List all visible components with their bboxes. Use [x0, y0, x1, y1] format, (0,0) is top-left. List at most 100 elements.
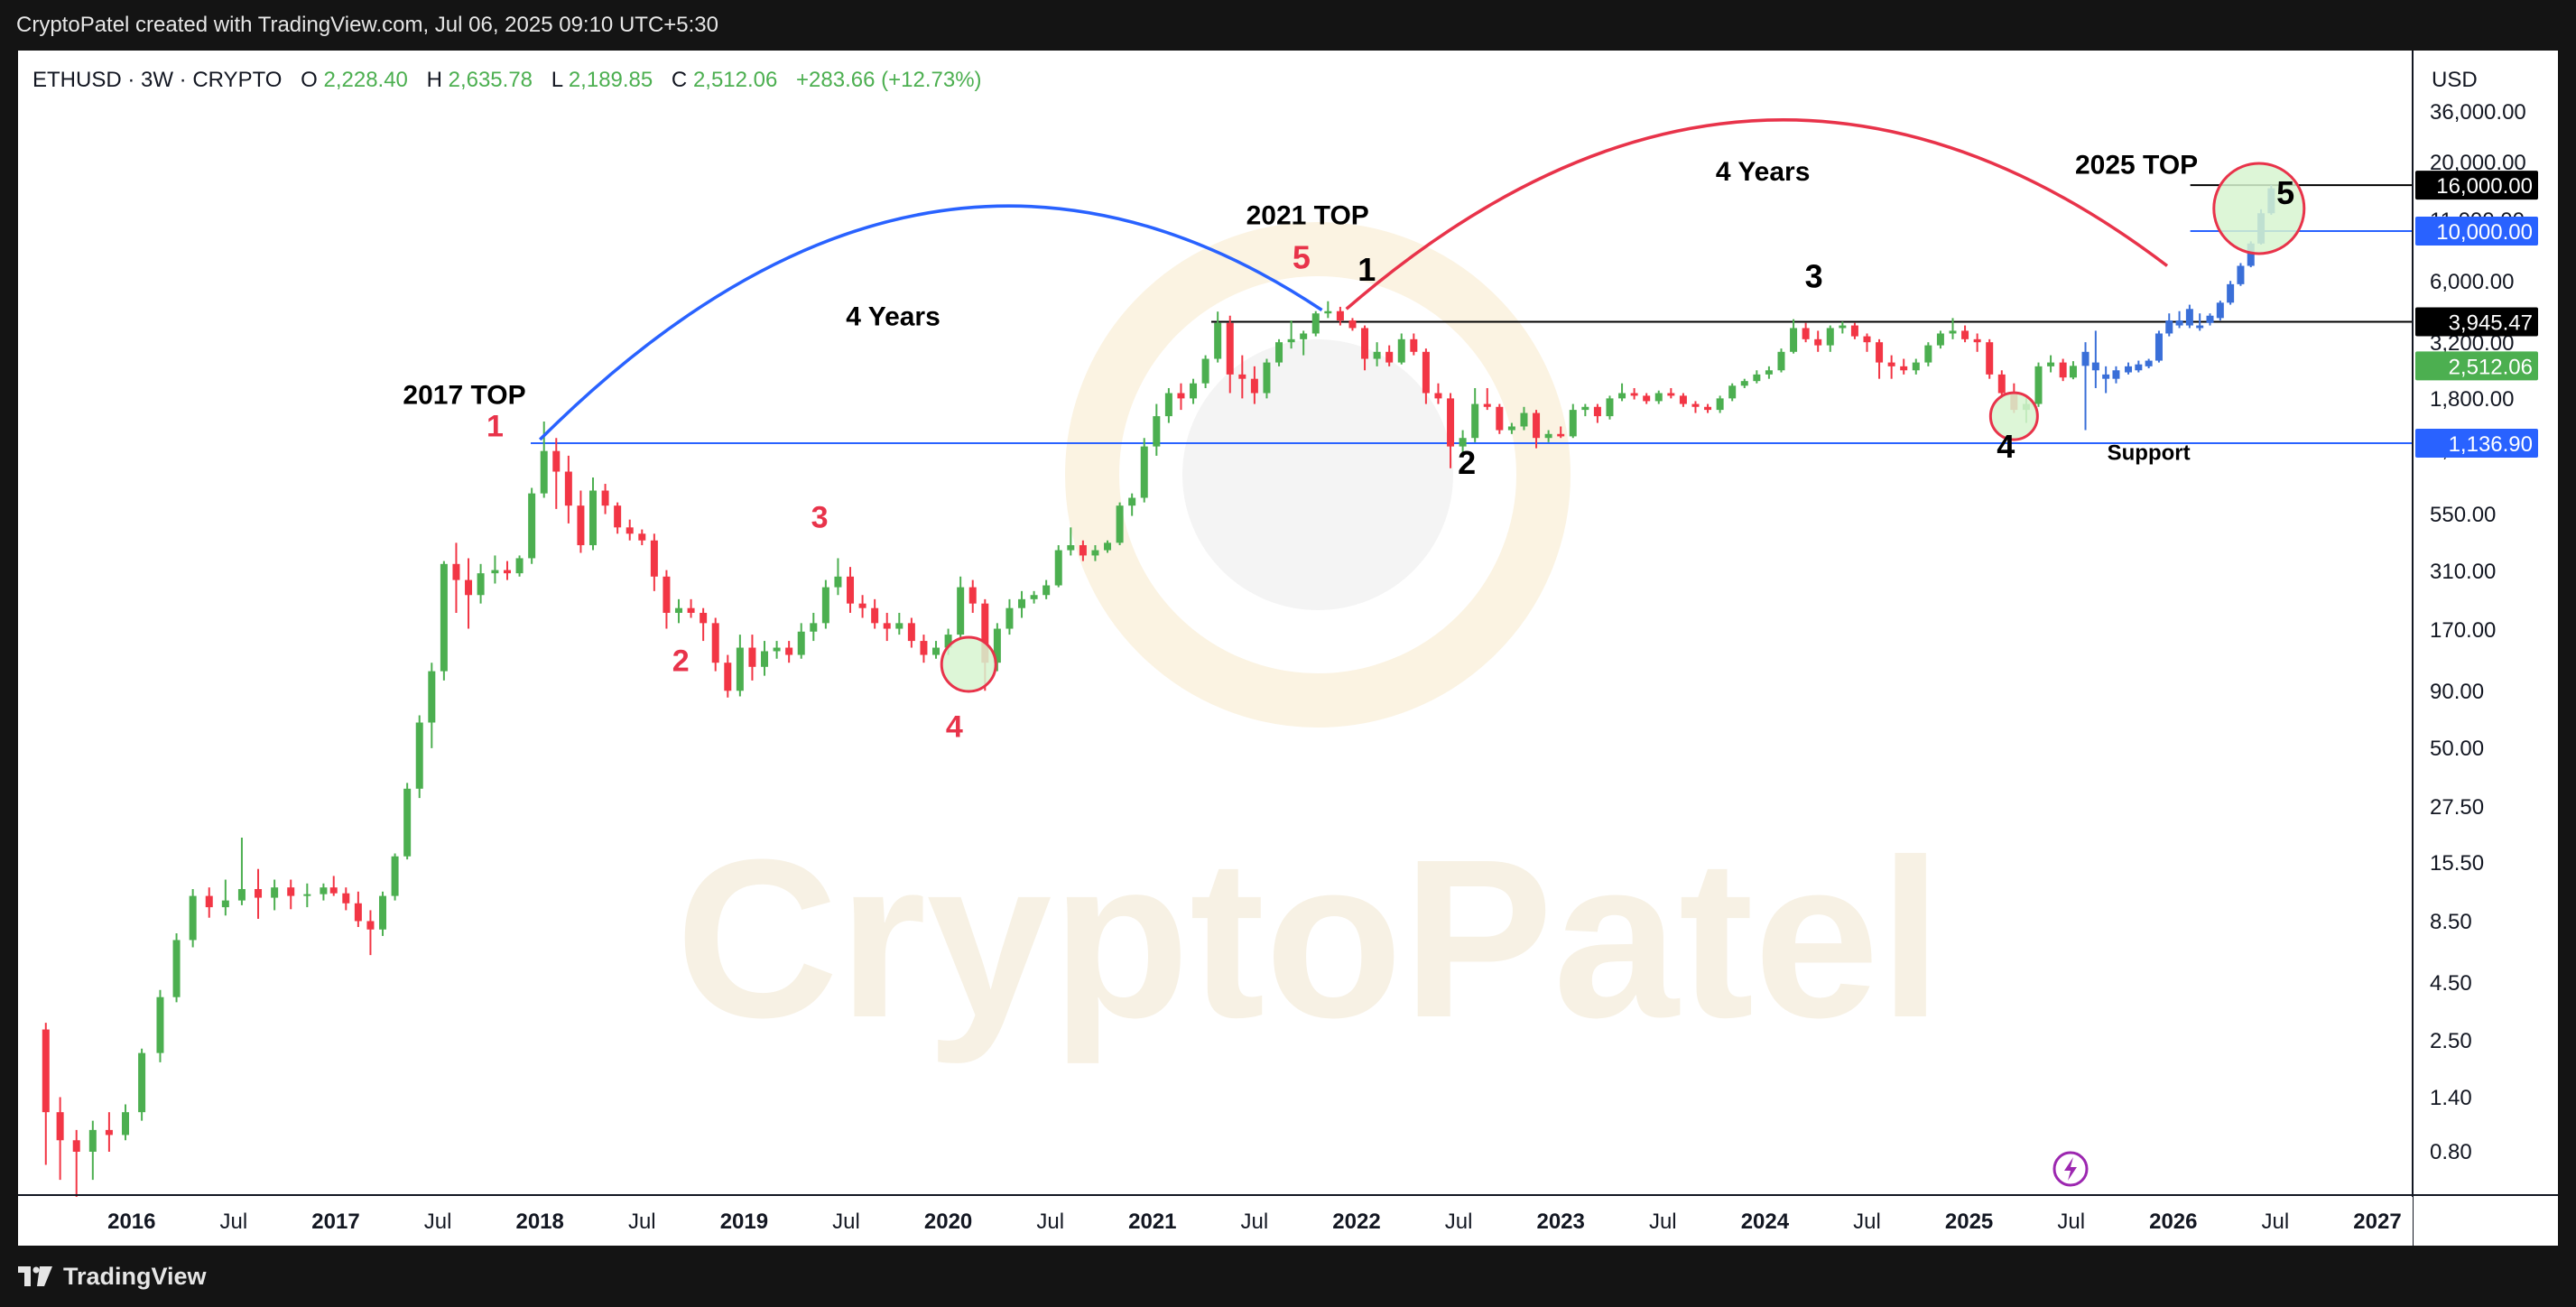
projection-candle-15 — [2237, 265, 2245, 284]
candle-79 — [1079, 545, 1087, 556]
y-tick-label: 36,000.00 — [2430, 100, 2526, 125]
annotation-5[interactable]: 4 — [946, 710, 963, 745]
projection-candle-12 — [2206, 315, 2214, 323]
candle-33 — [515, 558, 524, 574]
highlight-circle-2[interactable] — [2212, 162, 2306, 255]
chart-panel: CryptoPatel 2017 TOP 1 4 Years 2 3 4 2021 TOP 5… — [18, 51, 2558, 1246]
x-tick-label: Jul — [832, 1210, 860, 1234]
lightning-icon[interactable] — [2052, 1151, 2089, 1187]
annotation-1[interactable]: 1 — [486, 409, 504, 443]
tradingview-logo-icon — [18, 1266, 52, 1286]
projection-candle-3 — [2112, 370, 2120, 379]
candle-31 — [491, 570, 499, 574]
candle-30 — [477, 573, 485, 596]
candle-72 — [993, 628, 1001, 663]
candle-87 — [1177, 393, 1185, 399]
y-tick-label: 4.50 — [2430, 971, 2472, 996]
annotation-7[interactable]: 5 — [1293, 239, 1311, 276]
price-tag-3[interactable] — [2415, 351, 2538, 381]
price-tag-2[interactable] — [2415, 307, 2538, 337]
y-tick-label: 0.80 — [2430, 1140, 2472, 1164]
x-tick-label: Jul — [1036, 1210, 1064, 1234]
candle-5 — [122, 1112, 130, 1136]
time-axis[interactable] — [18, 1197, 2413, 1246]
candle-150 — [1949, 330, 1957, 334]
candle-136 — [1777, 351, 1785, 371]
price-tag-label-2: 3,945.47 — [2449, 311, 2533, 336]
candle-60 — [847, 576, 855, 604]
candle-120 — [1581, 406, 1589, 411]
candle-56 — [797, 631, 805, 655]
price-tag-4[interactable] — [2415, 429, 2538, 459]
candle-40 — [601, 490, 609, 506]
candle-127 — [1667, 393, 1675, 396]
candle-99 — [1324, 311, 1332, 314]
candle-77 — [1054, 550, 1062, 586]
candle-100 — [1336, 311, 1344, 321]
x-tick-label: 2020 — [924, 1210, 972, 1234]
currency-label[interactable]: USD — [2432, 68, 2478, 92]
highlight-circle-1[interactable] — [1988, 391, 2039, 441]
high-key: H — [427, 68, 442, 92]
annotation-12[interactable]: 4 — [1997, 428, 2015, 465]
annotation-6[interactable]: 2021 TOP — [1246, 201, 1369, 231]
x-tick-label: Jul — [2057, 1210, 2085, 1234]
annotation-15[interactable]: 5 — [2276, 174, 2294, 211]
y-tick-label: 1,800.00 — [2430, 387, 2514, 412]
projection-candle-10 — [2185, 309, 2193, 326]
annotation-10[interactable]: 2 — [1458, 444, 1476, 481]
annotation-0[interactable]: 2017 TOP — [403, 381, 525, 411]
annotation-14[interactable]: 2025 TOP — [2075, 150, 2198, 180]
candle-28 — [452, 563, 460, 580]
candle-11 — [221, 900, 229, 908]
x-tick-label: Jul — [1853, 1210, 1881, 1234]
cycle-arc-0[interactable] — [538, 204, 1323, 441]
projection-candle-1 — [2091, 362, 2099, 371]
candle-122 — [1606, 398, 1614, 417]
annotation-13[interactable]: Support — [2108, 440, 2191, 465]
x-tick-label: 2025 — [1945, 1210, 1993, 1234]
candle-4 — [105, 1129, 113, 1136]
candle-61 — [858, 603, 866, 608]
candle-7 — [156, 996, 164, 1053]
price-tag-0[interactable] — [2415, 171, 2538, 200]
watermark-logo-core — [1182, 339, 1453, 610]
candle-47 — [687, 607, 695, 613]
y-tick-label: 27.50 — [2430, 795, 2484, 820]
candle-13 — [255, 888, 263, 898]
y-tick-label: 170.00 — [2430, 618, 2496, 643]
x-tick-label: 2018 — [515, 1210, 563, 1234]
annotation-9[interactable]: 4 Years — [1716, 157, 1811, 187]
annotation-3[interactable]: 2 — [672, 644, 690, 679]
price-axis[interactable] — [2413, 51, 2558, 1246]
annotation-11[interactable]: 3 — [1805, 258, 1823, 295]
candle-114 — [1507, 426, 1515, 431]
candle-17 — [320, 887, 328, 895]
candle-83 — [1128, 497, 1136, 506]
candle-140 — [1826, 328, 1834, 346]
low-key: L — [551, 68, 563, 92]
candle-46 — [675, 607, 683, 613]
annotation-4[interactable]: 3 — [811, 500, 829, 534]
candle-158 — [2047, 362, 2055, 366]
candle-51 — [736, 647, 744, 691]
candle-80 — [1091, 550, 1099, 556]
candle-149 — [1936, 333, 1944, 346]
candle-45 — [663, 576, 671, 613]
candle-18 — [329, 887, 338, 894]
candle-55 — [785, 647, 793, 655]
cycle-arc-1[interactable] — [1345, 118, 2169, 311]
candle-14 — [271, 887, 279, 898]
highlight-circle-0[interactable] — [940, 635, 997, 693]
price-tag-1[interactable] — [2415, 216, 2538, 246]
candle-147 — [1912, 362, 1920, 371]
annotation-2[interactable]: 4 Years — [846, 302, 941, 332]
candle-37 — [564, 471, 572, 506]
candle-25 — [415, 722, 423, 789]
annotation-8[interactable]: 1 — [1357, 251, 1376, 288]
y-tick-label: 310.00 — [2430, 560, 2496, 584]
candle-118 — [1557, 433, 1565, 437]
x-tick-label: 2027 — [2353, 1210, 2401, 1234]
candle-44 — [650, 540, 658, 577]
